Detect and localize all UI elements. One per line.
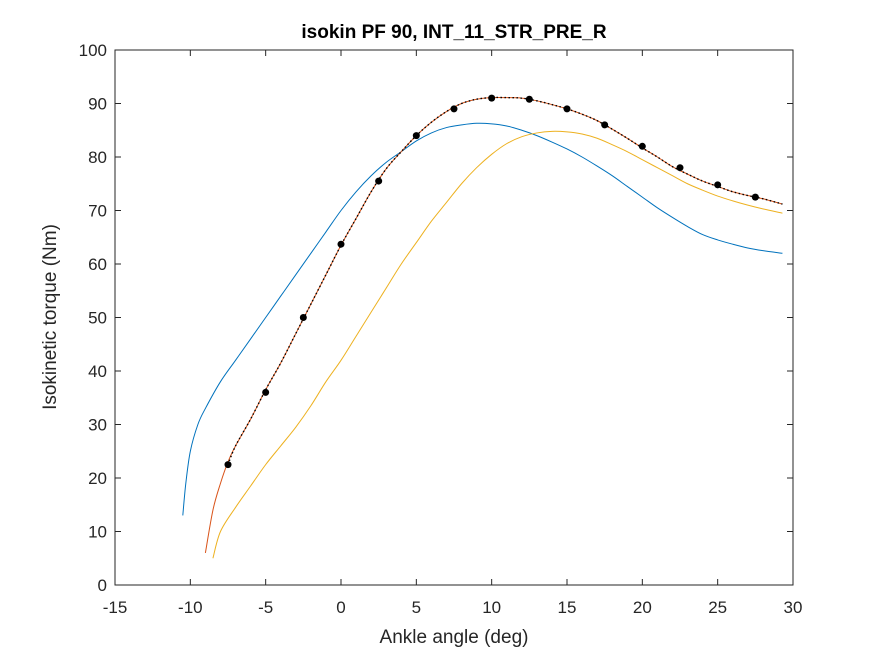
y-tick-label: 20: [88, 469, 107, 488]
y-tick-label: 90: [88, 95, 107, 114]
y-tick-label: 40: [88, 362, 107, 381]
x-tick-label: 25: [708, 598, 727, 617]
chart-title: isokin PF 90, INT_11_STR_PRE_R: [301, 22, 606, 43]
data-point-marker: [299, 314, 307, 321]
data-point-marker: [224, 461, 232, 469]
y-tick-label: 60: [88, 255, 107, 274]
data-point-marker: [262, 388, 270, 396]
data-point-marker: [525, 95, 533, 103]
series-line-3: [212, 130, 783, 559]
y-tick-label: 0: [98, 576, 107, 595]
series-line-1: [182, 122, 783, 516]
data-point-marker: [450, 105, 458, 113]
y-tick-label: 70: [88, 202, 107, 221]
y-axis-label: Isokinetic torque (Nm): [40, 224, 61, 410]
data-point-marker: [601, 121, 609, 129]
x-axis-label: Ankle angle (deg): [380, 627, 529, 648]
x-tick-label: 10: [482, 598, 501, 617]
data-point-marker: [638, 142, 646, 150]
y-tick-label: 30: [88, 416, 107, 435]
data-point-marker: [412, 132, 420, 140]
data-point-marker: [751, 193, 759, 201]
data-point-marker: [563, 105, 571, 113]
x-tick-label: -15: [103, 598, 128, 617]
y-tick-label: 50: [88, 309, 107, 328]
x-tick-label: -10: [178, 598, 203, 617]
x-tick-label: 30: [784, 598, 803, 617]
data-point-marker: [375, 177, 383, 185]
x-tick-label: 0: [336, 598, 345, 617]
data-point-marker: [488, 94, 496, 102]
data-point-marker: [714, 181, 722, 189]
y-tick-label: 80: [88, 148, 107, 167]
y-tick-label: 100: [79, 41, 107, 60]
marker-layer: [224, 94, 759, 469]
x-tick-label: -5: [258, 598, 273, 617]
x-tick-label: 15: [558, 598, 577, 617]
data-point-marker: [676, 164, 684, 172]
y-tick-label: 10: [88, 523, 107, 542]
x-tick-label: 5: [412, 598, 421, 617]
x-tick-label: 20: [633, 598, 652, 617]
y-axis-ticks: 0 10 20 30 40 50 60 70 80 90 100: [79, 41, 793, 595]
data-point-marker: [337, 240, 345, 248]
plot-area-box: [114, 49, 794, 586]
x-axis-ticks: -15 -10 -5 0 5 10 15 20 25 30: [103, 50, 803, 617]
